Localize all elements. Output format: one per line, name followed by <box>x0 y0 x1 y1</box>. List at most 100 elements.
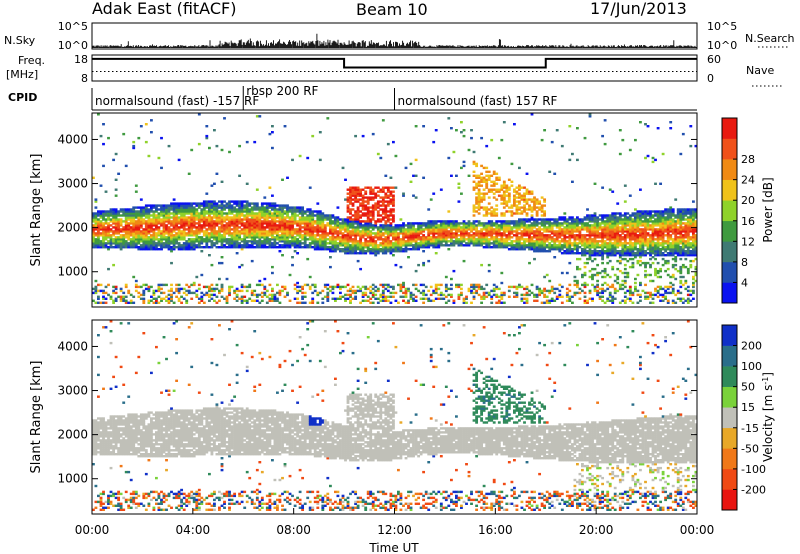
heatmap-cell <box>555 226 559 229</box>
heatmap-cell <box>381 238 385 241</box>
heatmap-cell <box>155 206 158 209</box>
heatmap-cell <box>606 214 610 217</box>
heatmap-cell <box>230 220 234 223</box>
heatmap-cell <box>114 297 118 300</box>
heatmap-cell <box>392 210 395 213</box>
heatmap-cell <box>553 230 557 233</box>
heatmap-cell <box>354 212 358 215</box>
heatmap-cell <box>467 222 471 225</box>
heatmap-cell <box>137 238 141 241</box>
heatmap-cell <box>195 202 199 205</box>
heatmap-cell <box>316 230 320 233</box>
heatmap-cell <box>548 230 552 233</box>
heatmap-cell <box>497 156 501 160</box>
heatmap-cell <box>344 218 347 221</box>
heatmap-cell <box>283 212 287 215</box>
heatmap-cell <box>384 174 388 177</box>
heatmap-cell <box>432 234 436 237</box>
heatmap-cell <box>583 265 587 269</box>
heatmap-cell <box>384 226 388 229</box>
heatmap-cell <box>497 295 501 298</box>
heatmap-cell <box>591 234 594 237</box>
heatmap-cell <box>253 238 257 241</box>
heatmap-cell <box>286 236 289 239</box>
heatmap-cell <box>220 246 224 249</box>
heatmap-cell <box>129 208 133 211</box>
heatmap-cell <box>220 212 224 215</box>
heatmap-cell <box>344 224 347 227</box>
heatmap-cell <box>162 216 166 219</box>
heatmap-cell <box>263 228 267 231</box>
heatmap-cell <box>371 208 375 211</box>
heatmap-cell <box>588 246 592 249</box>
heatmap-cell <box>379 236 383 239</box>
heatmap-cell <box>235 222 239 225</box>
heatmap-cell <box>500 246 504 249</box>
heatmap-cell <box>94 238 98 241</box>
heatmap-cell <box>553 172 557 175</box>
heatmap-cell <box>507 224 511 227</box>
heatmap-cell <box>205 232 209 235</box>
heatmap-cell <box>238 212 242 215</box>
heatmap-cell <box>170 248 173 251</box>
heatmap-cell <box>444 285 448 289</box>
heatmap-cell <box>351 244 355 247</box>
heatmap-cell <box>533 257 536 261</box>
heatmap-cell <box>404 295 408 298</box>
heatmap-cell <box>422 234 426 237</box>
heatmap-cell <box>523 287 526 291</box>
heatmap-cell <box>565 240 569 243</box>
heatmap-cell <box>346 198 350 201</box>
heatmap-cell <box>525 291 529 295</box>
heatmap-cell <box>452 220 456 223</box>
heatmap-cell <box>447 244 451 247</box>
heatmap-cell <box>235 224 239 227</box>
heatmap-cell <box>157 204 161 207</box>
heatmap-cell <box>114 210 118 213</box>
heatmap-cell <box>462 232 466 235</box>
heatmap-cell <box>472 295 476 298</box>
heatmap-cell <box>492 188 496 191</box>
heatmap-cell <box>114 232 118 235</box>
heatmap-cell <box>144 246 148 249</box>
heatmap-cell <box>215 214 219 217</box>
heatmap-cell <box>571 295 574 298</box>
heatmap-cell <box>177 287 181 291</box>
heatmap-cell <box>127 242 131 245</box>
heatmap-cell <box>407 228 410 231</box>
heatmap-cell <box>152 232 156 235</box>
heatmap-cell <box>412 194 415 197</box>
heatmap-cell <box>213 202 216 205</box>
heatmap-cell <box>576 158 579 162</box>
heatmap-cell <box>563 228 567 231</box>
heatmap-cell <box>288 206 292 209</box>
heatmap-cell <box>253 293 257 297</box>
heatmap-cell <box>311 299 315 302</box>
heatmap-cell <box>122 291 126 295</box>
heatmap-cell <box>603 226 607 229</box>
heatmap-cell <box>230 210 234 213</box>
heatmap-cell <box>308 285 312 289</box>
heatmap-cell <box>281 224 284 227</box>
heatmap-cell <box>316 242 320 245</box>
heatmap-cell <box>389 224 393 227</box>
heatmap-cell <box>323 244 327 247</box>
heatmap-cell <box>238 202 242 205</box>
heatmap-cell <box>545 228 549 231</box>
heatmap-cell <box>457 238 461 241</box>
heatmap-cell <box>255 204 259 207</box>
heatmap-cell <box>472 174 476 177</box>
heatmap-cell <box>245 212 249 215</box>
heatmap-cell <box>329 256 332 259</box>
heatmap-cell <box>346 244 350 247</box>
heatmap-cell <box>565 295 569 298</box>
heatmap-cell <box>273 232 277 235</box>
heatmap-cell <box>565 250 569 253</box>
heatmap-cell <box>165 244 168 247</box>
heatmap-cell <box>238 242 242 245</box>
heatmap-cell <box>112 238 116 241</box>
heatmap-cell <box>485 240 489 243</box>
heatmap-cell <box>351 204 355 207</box>
heatmap-cell <box>402 226 405 229</box>
heatmap-cell <box>513 202 516 205</box>
